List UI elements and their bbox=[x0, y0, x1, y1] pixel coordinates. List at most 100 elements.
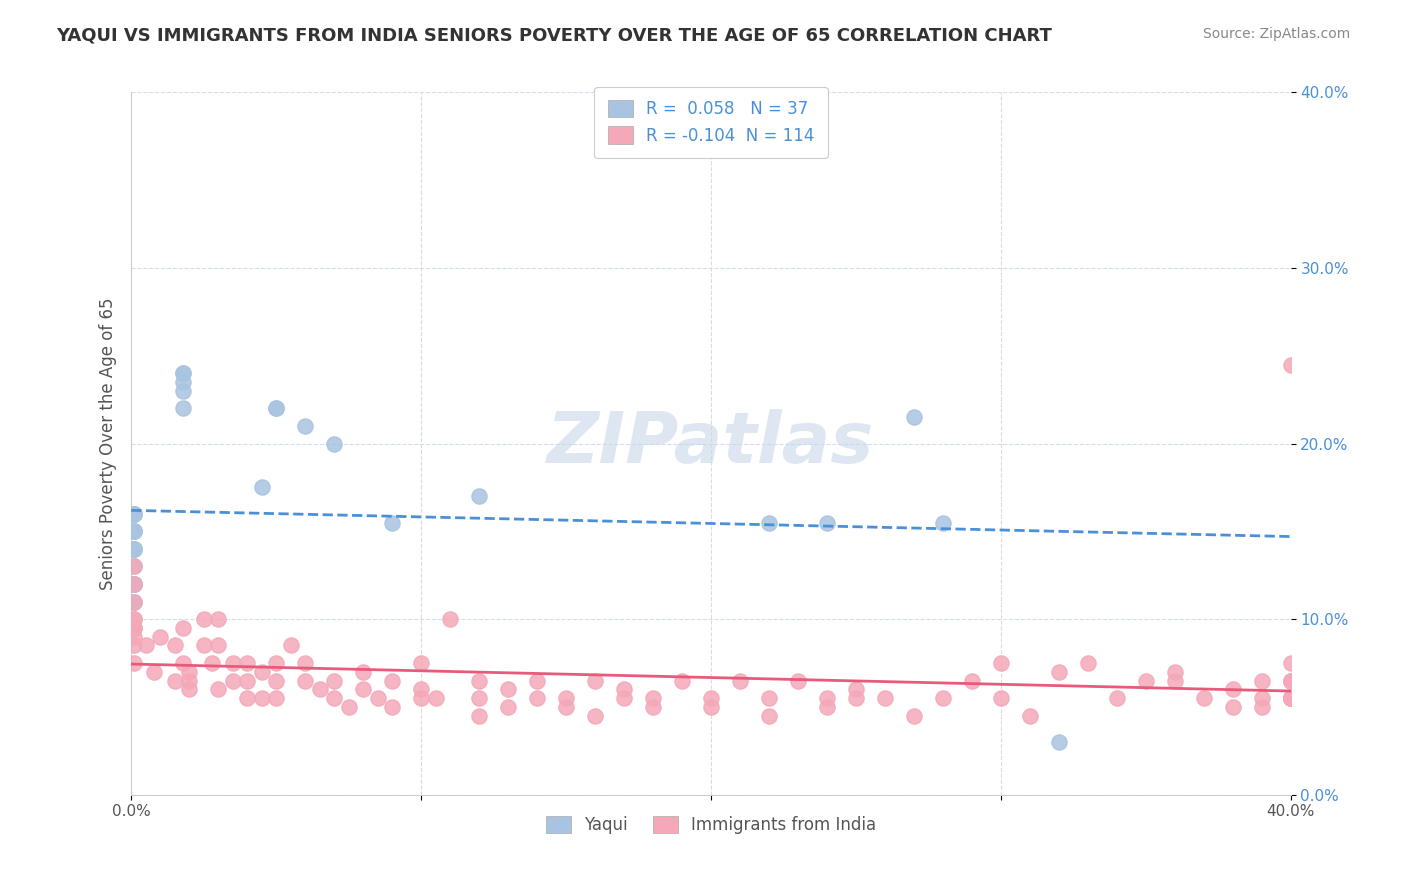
Point bbox=[758, 708, 780, 723]
Point bbox=[496, 682, 519, 697]
Point bbox=[1279, 691, 1302, 706]
Point bbox=[990, 656, 1012, 670]
Point bbox=[425, 691, 447, 706]
Point bbox=[122, 577, 145, 591]
Point bbox=[1279, 691, 1302, 706]
Point bbox=[221, 656, 243, 670]
Point bbox=[236, 691, 259, 706]
Point bbox=[294, 673, 316, 688]
Point bbox=[264, 401, 287, 416]
Point bbox=[960, 673, 983, 688]
Point bbox=[526, 673, 548, 688]
Point bbox=[264, 401, 287, 416]
Point bbox=[1047, 735, 1070, 749]
Point bbox=[236, 673, 259, 688]
Point bbox=[337, 700, 360, 714]
Point bbox=[845, 691, 868, 706]
Point bbox=[903, 708, 925, 723]
Point bbox=[280, 639, 302, 653]
Point bbox=[207, 639, 229, 653]
Point bbox=[352, 665, 374, 679]
Point bbox=[264, 673, 287, 688]
Point bbox=[409, 691, 432, 706]
Point bbox=[122, 621, 145, 635]
Point bbox=[122, 559, 145, 574]
Point bbox=[641, 700, 664, 714]
Point bbox=[294, 419, 316, 434]
Point bbox=[1279, 656, 1302, 670]
Point bbox=[1163, 673, 1185, 688]
Point bbox=[122, 559, 145, 574]
Point bbox=[1018, 708, 1040, 723]
Point bbox=[323, 673, 346, 688]
Point bbox=[122, 577, 145, 591]
Point bbox=[367, 691, 389, 706]
Point bbox=[193, 639, 215, 653]
Point bbox=[1250, 673, 1272, 688]
Point bbox=[250, 691, 273, 706]
Point bbox=[1250, 700, 1272, 714]
Point bbox=[700, 691, 723, 706]
Point bbox=[468, 708, 491, 723]
Point bbox=[526, 691, 548, 706]
Point bbox=[221, 673, 243, 688]
Point bbox=[1250, 691, 1272, 706]
Point bbox=[122, 541, 145, 556]
Point bbox=[468, 691, 491, 706]
Point bbox=[555, 691, 578, 706]
Point bbox=[1279, 673, 1302, 688]
Point bbox=[122, 507, 145, 521]
Point bbox=[381, 700, 404, 714]
Point bbox=[294, 656, 316, 670]
Point bbox=[352, 682, 374, 697]
Point bbox=[381, 516, 404, 530]
Point bbox=[122, 524, 145, 539]
Point bbox=[409, 656, 432, 670]
Point bbox=[264, 656, 287, 670]
Point bbox=[193, 612, 215, 626]
Text: ZIPatlas: ZIPatlas bbox=[547, 409, 875, 478]
Point bbox=[122, 612, 145, 626]
Point bbox=[122, 621, 145, 635]
Point bbox=[1279, 691, 1302, 706]
Point bbox=[149, 630, 172, 644]
Point bbox=[122, 507, 145, 521]
Point bbox=[135, 639, 157, 653]
Text: YAQUI VS IMMIGRANTS FROM INDIA SENIORS POVERTY OVER THE AGE OF 65 CORRELATION CH: YAQUI VS IMMIGRANTS FROM INDIA SENIORS P… bbox=[56, 27, 1052, 45]
Point bbox=[122, 524, 145, 539]
Point bbox=[468, 489, 491, 503]
Point bbox=[815, 700, 838, 714]
Point bbox=[1279, 691, 1302, 706]
Point bbox=[250, 480, 273, 494]
Point bbox=[932, 691, 955, 706]
Point bbox=[1077, 656, 1099, 670]
Point bbox=[786, 673, 808, 688]
Point bbox=[122, 541, 145, 556]
Point bbox=[122, 630, 145, 644]
Point bbox=[264, 691, 287, 706]
Point bbox=[758, 691, 780, 706]
Point bbox=[1279, 691, 1302, 706]
Point bbox=[179, 673, 201, 688]
Point bbox=[122, 621, 145, 635]
Point bbox=[1135, 673, 1157, 688]
Point bbox=[172, 366, 194, 380]
Point bbox=[613, 682, 636, 697]
Point bbox=[122, 594, 145, 608]
Point bbox=[496, 700, 519, 714]
Point bbox=[1279, 691, 1302, 706]
Point bbox=[172, 366, 194, 380]
Point bbox=[671, 673, 693, 688]
Point bbox=[1279, 673, 1302, 688]
Point bbox=[207, 612, 229, 626]
Point bbox=[758, 516, 780, 530]
Point bbox=[845, 682, 868, 697]
Point bbox=[172, 401, 194, 416]
Point bbox=[1279, 691, 1302, 706]
Point bbox=[641, 691, 664, 706]
Point bbox=[179, 665, 201, 679]
Text: Source: ZipAtlas.com: Source: ZipAtlas.com bbox=[1202, 27, 1350, 41]
Point bbox=[143, 665, 166, 679]
Point bbox=[409, 682, 432, 697]
Point bbox=[163, 673, 186, 688]
